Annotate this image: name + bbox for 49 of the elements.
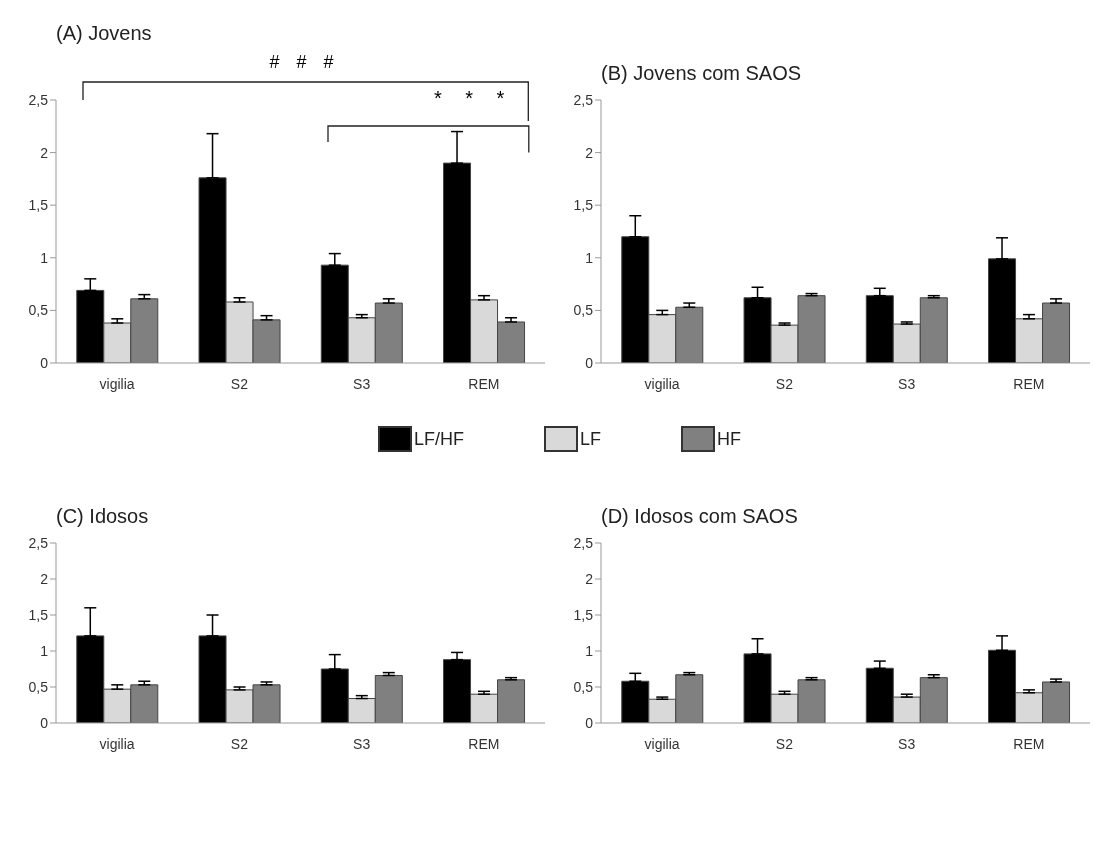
x-tick-label: vigilia xyxy=(644,735,680,752)
y-tick-label: 1 xyxy=(585,249,594,266)
x-tick-label: S3 xyxy=(898,735,916,752)
x-tick-label: S3 xyxy=(898,375,916,392)
legend-label: HF xyxy=(717,428,742,450)
text: # # # xyxy=(269,52,334,73)
x-tick-label: REM xyxy=(1013,375,1045,392)
x-tick-label: vigilia xyxy=(99,735,135,752)
y-tick-label: 1,5 xyxy=(573,606,594,623)
legend-label: LF/HF xyxy=(414,428,465,450)
y-tick-label: 1,5 xyxy=(573,197,594,214)
chart-title: (A) Jovens xyxy=(56,22,152,45)
y-tick-label: 0 xyxy=(585,354,594,371)
y-tick-label: 1 xyxy=(40,249,49,266)
x-tick-label: S3 xyxy=(353,735,371,752)
y-tick-label: 2,5 xyxy=(573,91,594,108)
y-tick-label: 1 xyxy=(585,642,594,659)
y-tick-label: 1 xyxy=(40,642,49,659)
x-tick-label: S3 xyxy=(353,375,371,392)
annotation: * * * xyxy=(433,87,505,110)
chart-title: (D) Idosos com SAOS xyxy=(601,505,798,528)
y-tick-label: 1,5 xyxy=(28,197,49,214)
x-tick-label: REM xyxy=(468,735,500,752)
y-tick-label: 0 xyxy=(40,354,49,371)
y-tick-label: 0,5 xyxy=(28,678,49,695)
x-tick-label: vigilia xyxy=(99,375,135,392)
y-tick-label: 2 xyxy=(40,144,49,161)
y-tick-label: 2 xyxy=(585,144,594,161)
y-tick-label: 2 xyxy=(585,570,594,587)
y-tick-label: 2 xyxy=(40,570,49,587)
y-tick-label: 0,5 xyxy=(573,302,594,319)
y-tick-label: 0 xyxy=(40,714,49,731)
y-tick-label: 2,5 xyxy=(28,534,49,551)
y-tick-label: 0 xyxy=(585,714,594,731)
x-tick-label: vigilia xyxy=(644,375,680,392)
y-tick-label: 2,5 xyxy=(28,91,49,108)
legend-label: LF xyxy=(580,428,602,450)
x-tick-label: S2 xyxy=(230,375,249,392)
y-tick-label: 2,5 xyxy=(573,534,594,551)
y-tick-label: 1,5 xyxy=(28,606,49,623)
x-tick-label: S2 xyxy=(775,735,794,752)
x-tick-label: S2 xyxy=(775,375,794,392)
x-tick-label: S2 xyxy=(230,735,249,752)
chart-title: (C) Idosos xyxy=(56,505,149,528)
y-tick-label: 0,5 xyxy=(28,302,49,319)
x-tick-label: REM xyxy=(468,375,500,392)
y-tick-label: 0,5 xyxy=(573,678,594,695)
chart-title: (B) Jovens com SAOS xyxy=(601,62,802,85)
x-tick-label: REM xyxy=(1013,735,1045,752)
